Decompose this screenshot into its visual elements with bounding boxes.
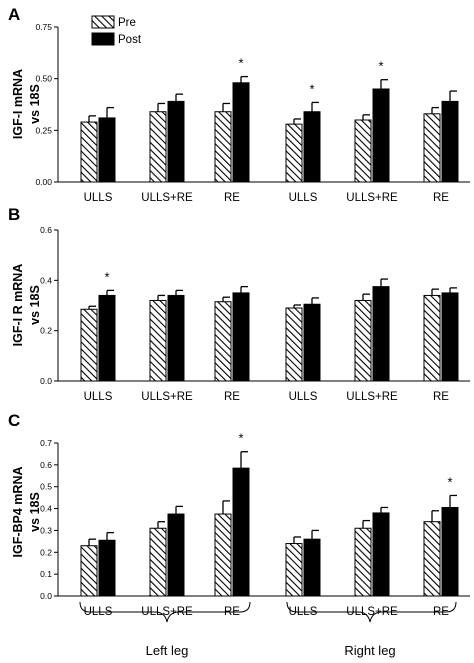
panel-c-ylabel-line1: IGF-BP4 mRNA [11,467,25,558]
panel-a-bar-pre [80,121,98,183]
panel-a-significance-star: * [238,56,243,71]
panel-b-bar-pre [285,307,303,382]
panel-c-ytick-label: 0.4 [40,504,52,514]
panel-a-chart: 0.00 0.25 0.50 0.75 ULLS ULLS+RE * RE * ULLS * ULLS… [35,22,470,204]
panel-b-ylabel-line2: vs 18S [28,285,42,325]
panel-c-significance-star: * [238,431,243,446]
panel-b-bar-pre [80,308,98,382]
panel-c-ytick-label: 0.3 [40,525,52,535]
left-leg-brace-path [79,601,251,623]
panel-c-letter: C [8,411,20,430]
panel-c-significance-star: * [447,474,452,489]
legend-pre-swatch [91,15,115,29]
panel-b-chart: 0.0 0.2 0.4 0.6 * ULLS ULLS+RE RE ULLS ULLS+RE RE [40,225,470,403]
panel-b-significance-star: * [104,269,109,284]
left-leg-brace [79,601,251,623]
panel-b-bar-pre [214,301,232,382]
panel-a-ytick-label: 0.00 [35,177,52,187]
panel-c-ytick-label: 0.1 [40,569,52,579]
panel-c-bar-post [441,506,459,597]
panel-a-category-label: RE [224,192,240,204]
panel-a-ylabel: IGF-I mRNA vs 18S [11,69,42,139]
panel-c-bar-pre [214,513,232,597]
panel-b-bar-pre [149,299,167,382]
panel-c-bar-pre [149,527,167,597]
panel-c-ylabel: IGF-BP4 mRNA vs 18S [11,467,42,558]
panel-a-bar-post [232,82,250,183]
panel-c-bar-post [372,512,390,597]
panel-a-bar-pre [214,111,232,183]
panel-b-bar-post [98,294,116,382]
panel-a-category-label: RE [433,192,449,204]
legend-post-swatch [91,32,115,46]
panel-b-category-label: ULLS [289,391,318,403]
panel-a-category-label: ULLS+RE [141,192,193,204]
panel-c-bar-pre [354,527,372,597]
panel-c-ytick-label: 0.2 [40,547,52,557]
panel-a-bar-post [98,117,116,183]
panel-a-category-label: ULLS+RE [346,192,398,204]
panel-a-significance-star: * [378,59,383,74]
left-leg-label: Left leg [146,643,189,658]
panel-b-bar-post [372,286,390,382]
panel-b-ytick-label: 0.0 [40,376,52,386]
panel-a-significance-star: * [309,81,314,96]
panel-b-bar-post [441,292,459,382]
panel-b-bar-pre [354,299,372,382]
panel-a-ytick-label: 0.50 [35,74,52,84]
legend-pre-label: Pre [118,17,136,29]
panel-b-ylabel: IGF-I R mRNA vs 18S [11,264,42,347]
panel-a-bar-post [303,111,321,183]
panel-b-category-label: RE [433,391,449,403]
panel-a-category-label: ULLS [84,192,113,204]
right-leg-brace-path [286,601,457,623]
panel-b-ylabel-line1: IGF-I R mRNA [11,264,25,347]
panel-b-bar-post [232,292,250,382]
panel-c-ylabel-line2: vs 18S [28,492,42,532]
panel-a-ylabel-line1: IGF-I mRNA [11,69,25,139]
panel-b-category-label: ULLS+RE [141,391,193,403]
panel-a-bar-pre [285,123,303,183]
panel-b-category-label: ULLS+RE [346,391,398,403]
panel-c-ytick-label: 0.6 [40,460,52,470]
panel-a-bar-pre [354,119,372,183]
panel-a-letter: A [8,5,20,24]
legend: Pre Post [91,15,142,46]
panel-c-ytick-label: 0.5 [40,482,52,492]
panel-c-bar-pre [423,521,441,597]
panel-b-bar-post [303,303,321,382]
panel-c-bar-post [167,513,185,597]
panel-a-category-label: ULLS [289,192,318,204]
panel-c-bar-pre [285,543,303,597]
panel-b-ytick-label: 0.2 [40,326,52,336]
panel-b-category-label: ULLS [84,391,113,403]
panel-a-bar-pre [149,111,167,183]
panel-b-ytick-label: 0.4 [40,275,52,285]
panel-c-ytick-label: 0.7 [40,438,52,448]
legend-post-label: Post [118,34,142,46]
panel-c-ytick-label: 0.0 [40,591,52,601]
panel-c-bar-pre [80,545,98,597]
panel-c-bar-post [303,538,321,597]
panel-c-bar-post [232,467,250,597]
right-leg-label: Right leg [344,643,395,658]
panel-b-bar-pre [423,294,441,382]
panel-a-bar-post [167,100,185,183]
panel-a-bar-post [372,88,390,183]
panel-a-ylabel-line2: vs 18S [28,84,42,124]
panel-b-bar-post [167,294,185,382]
panel-b-ytick-label: 0.6 [40,225,52,235]
panel-c-category-label: ULLS+RE [141,606,193,618]
panel-c-bar-post [98,539,116,597]
panel-a-bar-pre [423,113,441,183]
panel-c-category-label: ULLS+RE [346,606,398,618]
panel-a-ytick-label: 0.75 [35,22,52,32]
panel-a-bar-post [441,100,459,183]
panel-a-ytick-label: 0.25 [35,125,52,135]
right-leg-brace [286,601,457,623]
panel-b-category-label: RE [224,391,240,403]
panel-b-letter: B [8,205,20,224]
